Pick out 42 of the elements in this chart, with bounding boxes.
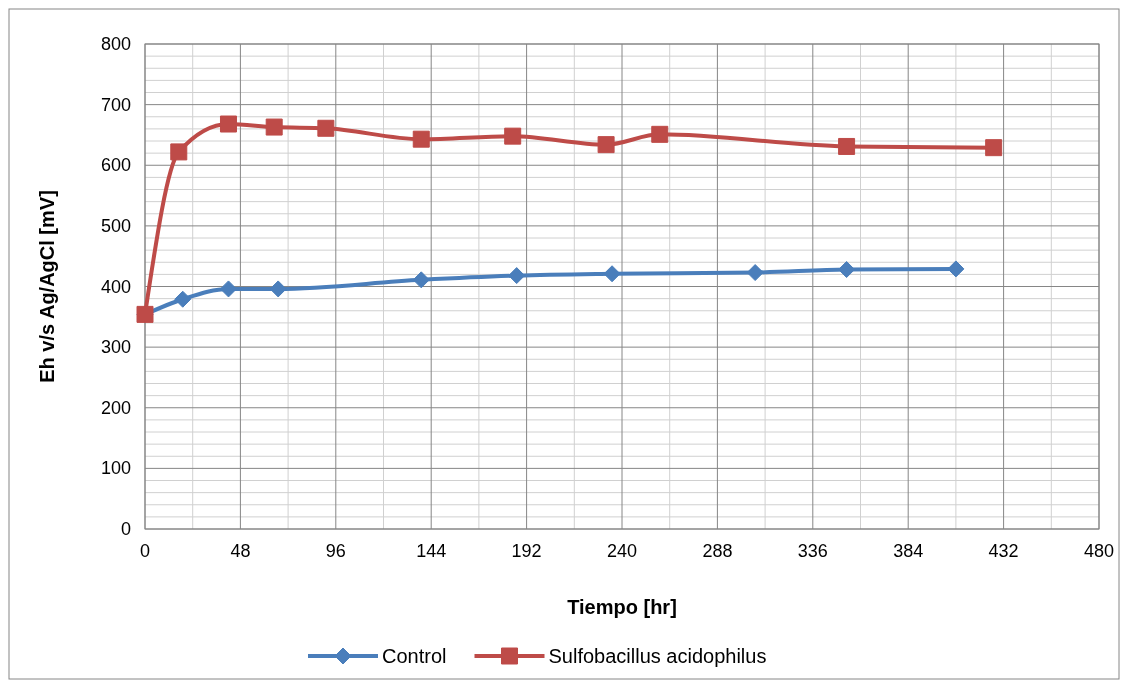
point <box>746 264 764 282</box>
point <box>219 280 237 298</box>
x-tick-label: 96 <box>325 541 346 561</box>
x-tick-label: 480 <box>1083 541 1115 561</box>
y-tick-label: 200 <box>100 397 131 418</box>
x-tick-label: 432 <box>988 541 1019 561</box>
legend-label: Control <box>382 645 447 667</box>
x-tick-label: 384 <box>893 541 924 561</box>
point <box>508 267 526 285</box>
point <box>174 290 192 308</box>
y-axis-title: Eh v/s Ag/AgCl [mV] <box>36 190 58 383</box>
point <box>838 137 856 155</box>
x-axis-title: Tiempo [hr] <box>567 596 677 618</box>
y-tick-label: 300 <box>100 337 131 358</box>
point <box>317 119 335 137</box>
x-tick-label: 336 <box>797 541 828 561</box>
y-tick-label: 100 <box>100 458 131 479</box>
point <box>603 265 621 283</box>
y-tick-label: 700 <box>100 94 131 115</box>
x-tick-label: 48 <box>230 541 251 561</box>
point <box>838 261 856 279</box>
point <box>412 130 430 148</box>
point <box>265 118 283 136</box>
legend-label: Sulfobacillus acidophilus <box>548 645 767 667</box>
point <box>412 271 430 289</box>
y-tick-label: 600 <box>100 155 131 176</box>
x-tick-label: 240 <box>606 541 638 561</box>
point <box>504 127 522 145</box>
y-tick-label: 400 <box>100 276 131 297</box>
point <box>947 260 965 278</box>
x-tick-label: 192 <box>511 541 542 561</box>
y-tick-label: 500 <box>100 215 131 236</box>
point <box>219 115 237 133</box>
point <box>597 136 615 154</box>
point <box>170 143 188 161</box>
x-tick-label: 288 <box>702 541 733 561</box>
point <box>651 125 669 143</box>
y-tick-label: 0 <box>120 519 131 539</box>
x-tick-label: 0 <box>139 541 151 561</box>
x-tick-label: 144 <box>416 541 447 561</box>
point <box>985 139 1003 157</box>
y-tick-label: 800 <box>100 34 131 54</box>
